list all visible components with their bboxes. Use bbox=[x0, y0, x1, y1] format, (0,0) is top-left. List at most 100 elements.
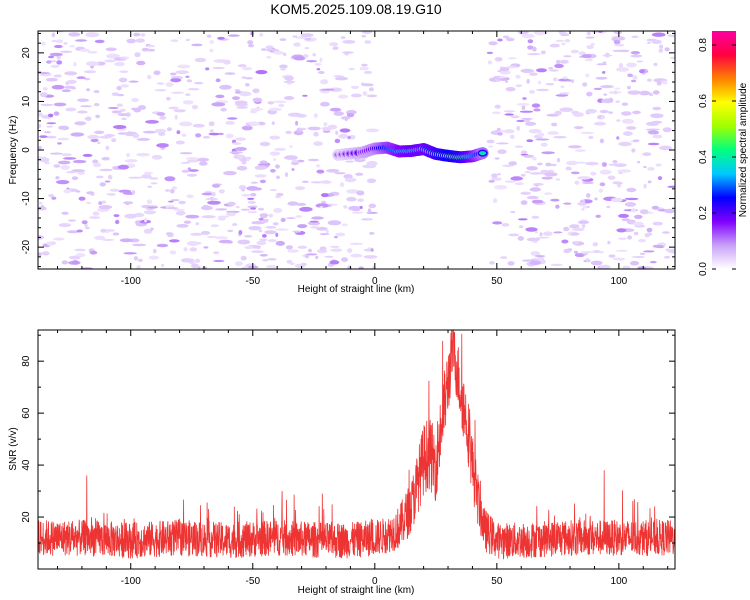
spectrogram-noise-cell bbox=[85, 32, 100, 38]
spectrogram-noise-cell bbox=[119, 238, 133, 243]
spectrogram-noise-cell bbox=[665, 248, 671, 252]
spectrogram-noise-cell bbox=[77, 98, 89, 102]
spectrogram-noise-cell bbox=[363, 70, 373, 75]
spectrogram-noise-cell bbox=[283, 80, 296, 83]
spectrogram-noise-cell bbox=[556, 157, 561, 163]
spectrogram-noise-cell bbox=[533, 108, 541, 112]
spectrogram-noise-cell bbox=[61, 153, 72, 157]
spectrogram-noise-cell bbox=[279, 64, 288, 69]
spectrogram-noise-cell bbox=[524, 119, 531, 123]
spectrogram-noise-cell bbox=[615, 100, 620, 103]
spectrogram-noise-cell bbox=[257, 163, 270, 166]
spectrogram-noise-cell bbox=[310, 226, 320, 229]
spectrogram-noise-cell bbox=[519, 225, 524, 229]
spectrogram-noise-cell bbox=[77, 110, 88, 114]
snr-y-axis-label: SNR (v/v) bbox=[8, 427, 19, 470]
spectrogram-noise-cell bbox=[105, 229, 110, 234]
spectrogram-noise-cell bbox=[644, 233, 651, 238]
spectrogram-noise-cell bbox=[268, 107, 282, 112]
spectrogram-noise-cell bbox=[271, 121, 275, 125]
spectrogram-noise-cell bbox=[85, 116, 92, 121]
spectrogram-noise-cell bbox=[342, 51, 354, 54]
spectrogram-noise-cell bbox=[234, 100, 248, 106]
spectrogram-noise-cell bbox=[581, 54, 592, 59]
spectrogram-noise-cell bbox=[592, 250, 601, 253]
snr-ticks: -100 -50 0 50 100 20 40 60 80 bbox=[21, 330, 675, 587]
spectrogram-noise-cell bbox=[39, 157, 50, 163]
spectrogram-noise-cell bbox=[72, 260, 79, 265]
spectrogram-noise-cell bbox=[637, 266, 647, 269]
spectrogram-noise-cell bbox=[497, 132, 503, 136]
spectrogram-noise-cell bbox=[488, 180, 495, 183]
spectrogram-noise-cell bbox=[106, 53, 120, 59]
spectrogram-noise-cell bbox=[515, 84, 523, 88]
spectrogram-noise-cell bbox=[272, 158, 277, 161]
spectrogram-noise-cell bbox=[555, 39, 565, 42]
spectrogram-noise-cell bbox=[307, 126, 321, 131]
spectrogram-noise-cell bbox=[146, 199, 153, 205]
spectrogram-noise-cell bbox=[307, 158, 320, 162]
spectrogram-noise-cell bbox=[156, 243, 169, 248]
spectrogram-noise-cell bbox=[266, 55, 272, 59]
spectrogram-noise-cell bbox=[633, 231, 639, 236]
spectrogram-noise-cell bbox=[320, 180, 332, 184]
spectrogram-noise-cell bbox=[280, 217, 286, 223]
spectrogram-noise-cell bbox=[310, 181, 324, 184]
spectrogram-noise-cell bbox=[56, 55, 61, 60]
spectrogram-noise-cell bbox=[117, 86, 121, 90]
spectrogram-noise-cell bbox=[227, 229, 234, 233]
spectrogram-noise-cell bbox=[341, 223, 348, 227]
spectrogram-noise-cell bbox=[201, 215, 216, 219]
spectrogram-noise-cell bbox=[269, 151, 281, 156]
spectrogram-noise-cell bbox=[552, 77, 558, 82]
spectrogram-noise-cell bbox=[123, 201, 134, 205]
spectrogram-noise-cell bbox=[68, 32, 81, 37]
spectrogram-noise-cell bbox=[137, 105, 147, 110]
spectrogram-noise-cell bbox=[617, 183, 622, 188]
spectrogram-noise-cell bbox=[283, 96, 295, 100]
spectrogram-noise-cell bbox=[503, 129, 515, 134]
spectrogram-noise-cell bbox=[632, 110, 641, 115]
spectrogram-noise-cell bbox=[247, 121, 260, 127]
spectrogram-noise-cell bbox=[494, 104, 501, 109]
spectrogram-noise-cell bbox=[109, 188, 121, 192]
spectrogram-noise-cell bbox=[186, 159, 200, 163]
spectrogram-noise-cell bbox=[286, 259, 293, 264]
spectrogram-noise-cell bbox=[106, 193, 116, 196]
spectrogram-noise-cell bbox=[213, 259, 225, 263]
spectrogram-noise-cell bbox=[499, 67, 510, 72]
spectrogram-noise-cell bbox=[516, 103, 530, 106]
spectrogram-noise-cell bbox=[524, 171, 531, 174]
spectrogram-noise-cell bbox=[185, 38, 191, 42]
snr-series-line bbox=[38, 330, 675, 560]
spectrogram-noise-cell bbox=[643, 250, 655, 253]
spectrogram-noise-cell bbox=[505, 87, 516, 92]
spectrogram-noise-cell bbox=[360, 66, 369, 71]
spectrogram-noise-cell bbox=[321, 88, 335, 91]
spectrogram-noise-cell bbox=[61, 89, 72, 93]
spectrogram-noise-cell bbox=[504, 80, 509, 83]
spectrogram-noise-cell bbox=[46, 125, 53, 128]
spectrogram-noise-cell bbox=[520, 150, 528, 155]
snr-frame bbox=[37, 329, 676, 570]
spectrogram-noise-cell bbox=[368, 203, 377, 209]
spectrogram-noise-cell bbox=[536, 68, 547, 73]
spectrogram-noise-cell bbox=[227, 117, 238, 120]
spectrogram-noise-cell bbox=[241, 188, 246, 192]
spectrogram-noise-cell bbox=[350, 85, 360, 89]
spectrogram-noise-cell bbox=[186, 173, 198, 177]
spectrogram-noise-cell bbox=[136, 60, 146, 66]
spectrogram-noise-cell bbox=[292, 35, 298, 38]
spectrogram-noise-cell bbox=[581, 199, 586, 203]
spectrogram-noise-cell bbox=[241, 193, 252, 197]
spectrogram-noise-cell bbox=[154, 128, 167, 134]
spectrogram-noise-cell bbox=[140, 33, 146, 37]
spectrogram-noise-cell bbox=[180, 258, 193, 263]
spectrogram-noise-cell bbox=[85, 61, 100, 67]
spectrogram-noise-cell bbox=[51, 84, 65, 90]
spectrogram-noise-cell bbox=[616, 228, 627, 233]
spectrogram-noise-cell bbox=[270, 169, 276, 173]
spectrogram-noise-cell bbox=[510, 211, 516, 214]
spectrogram-noise-cell bbox=[618, 63, 624, 68]
spectrogram-noise-cell bbox=[166, 96, 171, 101]
